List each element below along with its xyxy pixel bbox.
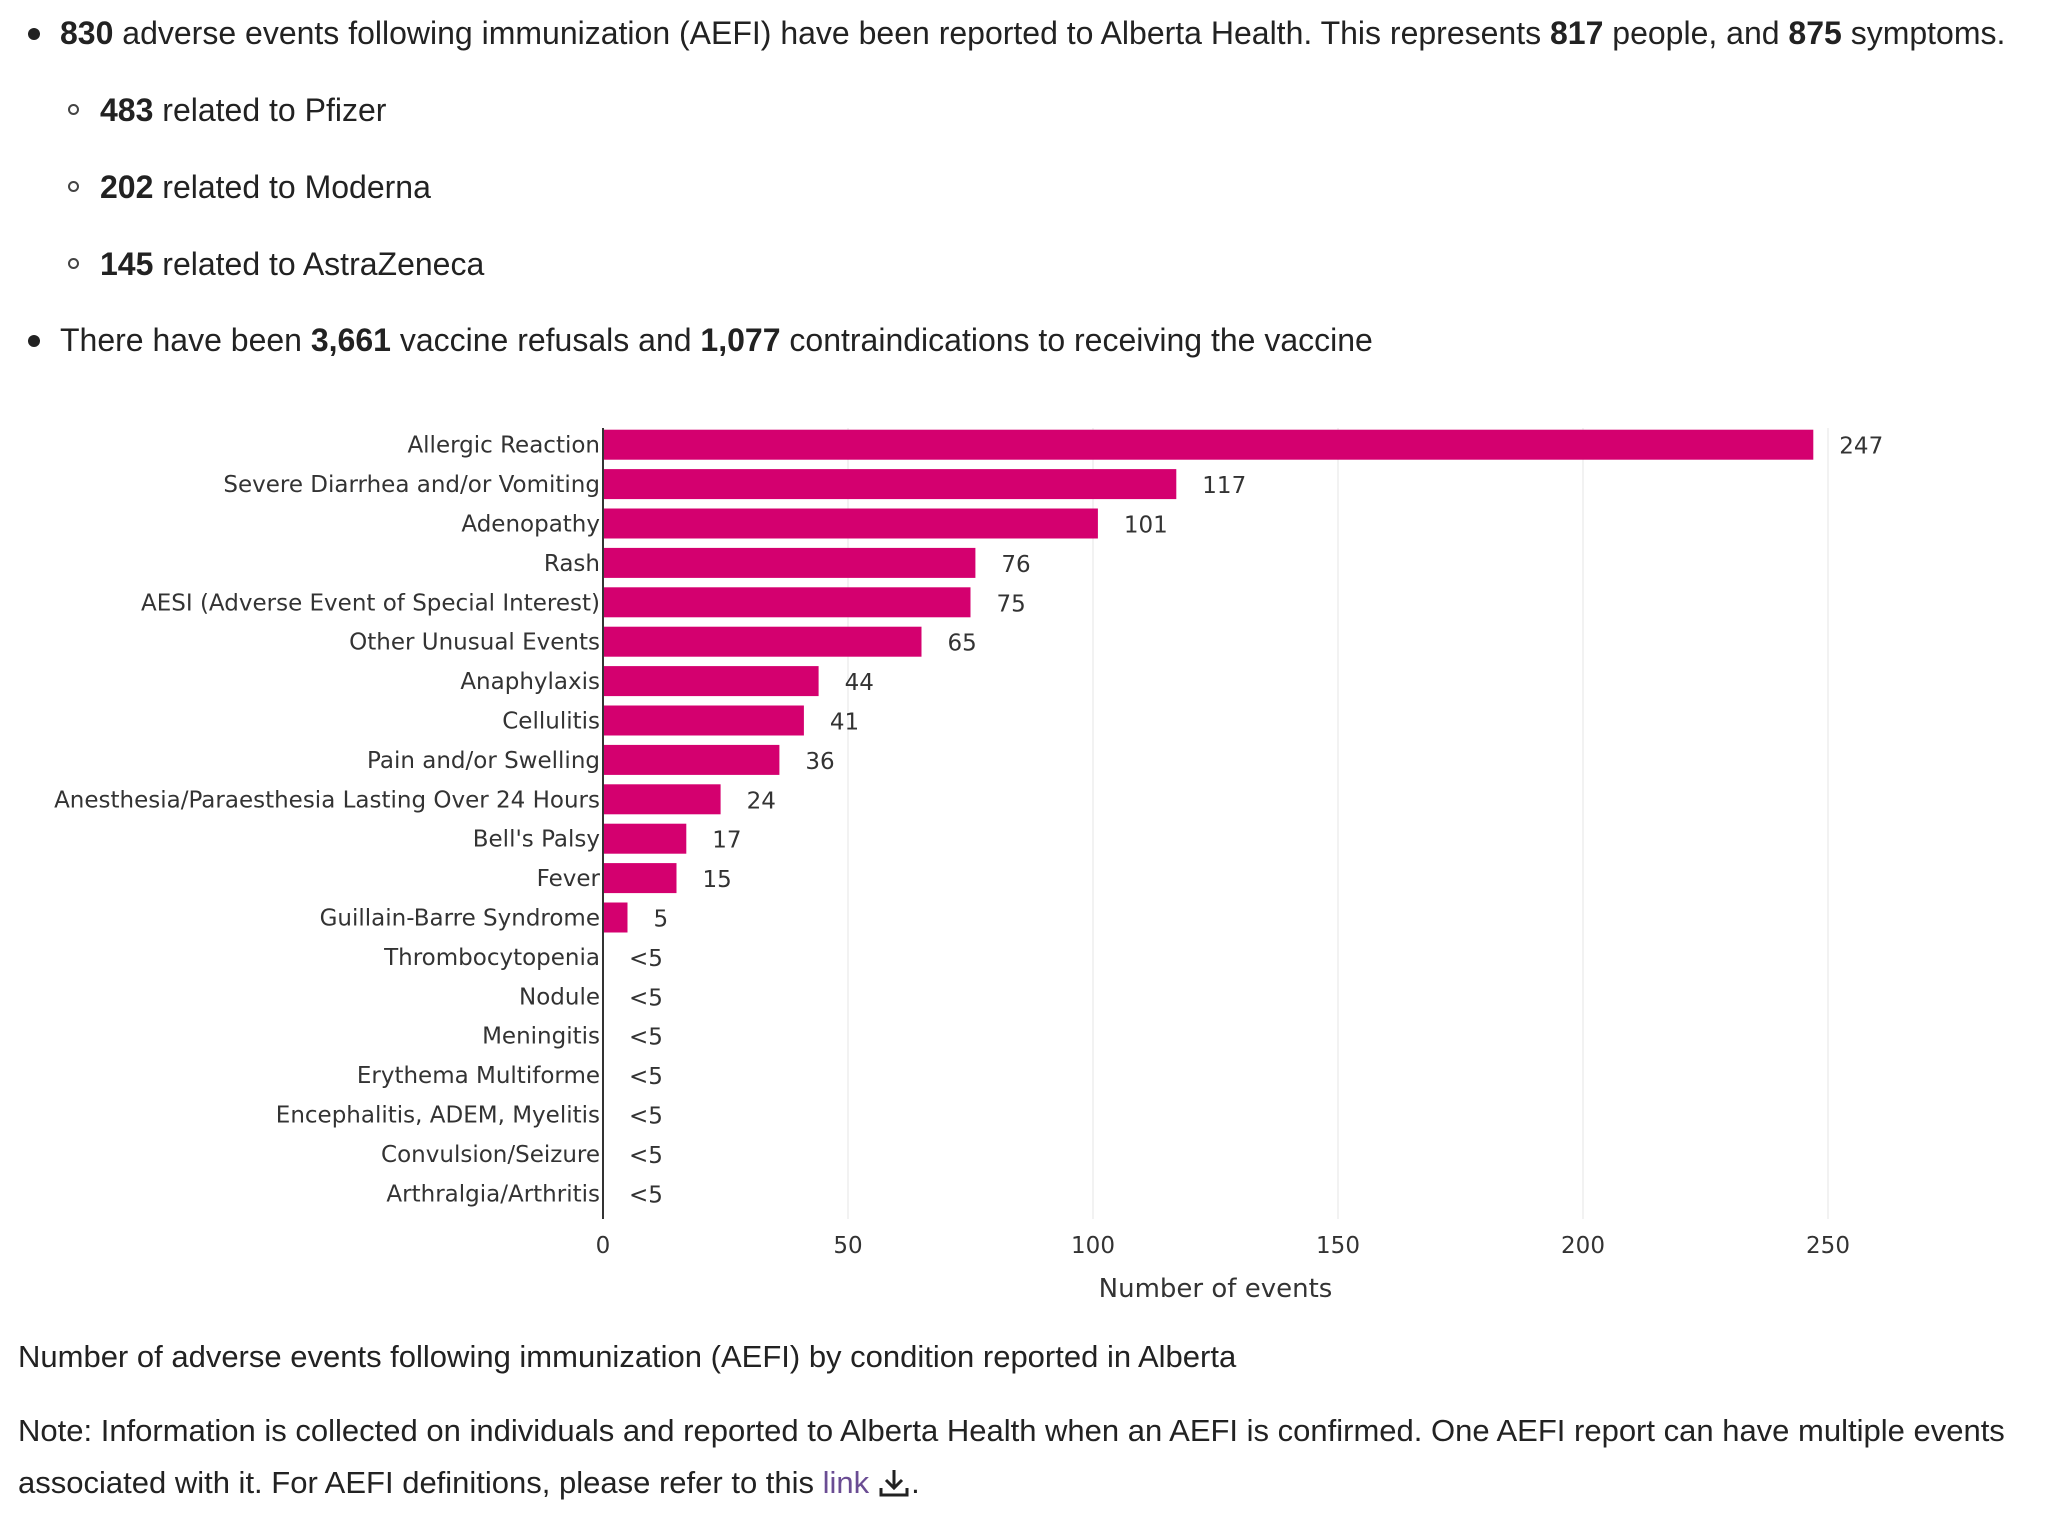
category-label: Adenopathy — [461, 512, 600, 538]
category-label: Arthralgia/Arthritis — [386, 1181, 600, 1207]
bar — [603, 508, 1098, 539]
category-label: Guillain-Barre Syndrome — [320, 906, 600, 932]
data-label: 101 — [1124, 513, 1168, 539]
category-label: Rash — [544, 551, 600, 577]
data-label: <5 — [629, 1025, 663, 1051]
category-label: Thrombocytopenia — [383, 945, 600, 971]
download-icon[interactable] — [877, 1467, 911, 1499]
bar — [603, 666, 819, 697]
category-label: AESI (Adverse Event of Special Interest) — [141, 590, 600, 616]
data-label: 76 — [1001, 552, 1030, 578]
bar — [603, 863, 677, 894]
bar — [603, 469, 1177, 500]
category-label: Allergic Reaction — [407, 433, 600, 459]
bar — [603, 626, 922, 657]
data-label: 75 — [997, 591, 1026, 617]
bullet-icon — [28, 28, 40, 40]
bar — [603, 784, 721, 815]
bar — [603, 705, 804, 736]
category-label: Bell's Palsy — [473, 827, 600, 853]
x-tick-label: 100 — [1071, 1233, 1115, 1259]
bar — [603, 547, 976, 578]
bullet-icon — [28, 335, 40, 347]
data-label: <5 — [629, 1104, 663, 1130]
data-label: 117 — [1202, 473, 1246, 499]
category-label: Erythema Multiforme — [357, 1063, 600, 1089]
x-tick-label: 150 — [1316, 1233, 1360, 1259]
data-label: 44 — [845, 670, 874, 696]
category-label: Convulsion/Seizure — [381, 1142, 600, 1168]
bar — [603, 902, 628, 933]
data-label: <5 — [629, 1182, 663, 1208]
category-label: Anaphylaxis — [460, 669, 600, 695]
category-label: Nodule — [519, 984, 600, 1010]
category-label: Other Unusual Events — [349, 630, 600, 656]
data-label: 5 — [654, 907, 669, 933]
data-label: <5 — [629, 1143, 663, 1169]
summary-line-events: 830 adverse events following immunizatio… — [60, 15, 2006, 51]
data-label: 65 — [948, 631, 977, 657]
data-label: 36 — [805, 749, 834, 775]
sub-item-moderna: 202 related to Moderna — [100, 169, 431, 205]
contraindications-count: 1,077 — [700, 322, 781, 358]
sub-bullet-icon — [68, 104, 79, 115]
people-count: 817 — [1549, 15, 1604, 51]
data-label: 41 — [830, 710, 859, 736]
category-label: Pain and/or Swelling — [367, 748, 600, 774]
x-tick-label: 50 — [833, 1233, 862, 1259]
data-label: 24 — [747, 788, 776, 814]
bar — [603, 823, 687, 854]
note-text: Note: Information is collected on indivi… — [18, 1413, 2005, 1500]
refusals-count: 3,661 — [310, 322, 391, 358]
bar — [603, 429, 1814, 460]
bar — [603, 587, 971, 618]
bar — [603, 744, 780, 775]
category-label: Severe Diarrhea and/or Vomiting — [223, 472, 600, 498]
summary-line-refusals: There have been 3,661 vaccine refusals a… — [60, 322, 1373, 358]
definitions-link[interactable]: link — [822, 1465, 870, 1500]
x-tick-label: 250 — [1806, 1233, 1850, 1259]
symptoms-count: 875 — [1788, 15, 1842, 51]
category-label: Fever — [537, 866, 601, 892]
sub-item-astrazeneca: 145 related to AstraZeneca — [100, 246, 485, 282]
chart-caption: Number of adverse events following immun… — [18, 1339, 1237, 1374]
category-label: Cellulitis — [502, 709, 600, 735]
data-label: <5 — [629, 946, 663, 972]
data-label: 17 — [712, 828, 741, 854]
aefi-bar-chart: Allergic Reaction 247 Severe Diarrhea and/… — [54, 428, 1883, 1300]
sub-bullet-icon — [68, 181, 79, 192]
data-label: <5 — [629, 1064, 663, 1090]
sub-bullet-icon — [68, 258, 79, 269]
category-label: Anesthesia/Paraesthesia Lasting Over 24 … — [54, 787, 600, 813]
category-label: Meningitis — [482, 1024, 600, 1050]
x-axis-title: Number of events — [1099, 1274, 1333, 1300]
data-label: 247 — [1839, 434, 1883, 460]
sub-item-pfizer: 483 related to Pfizer — [100, 92, 387, 128]
events-count: 830 — [60, 15, 114, 51]
data-label: 15 — [703, 867, 732, 893]
category-label: Encephalitis, ADEM, Myelitis — [276, 1103, 600, 1129]
data-label: <5 — [629, 985, 663, 1011]
x-tick-label: 0 — [596, 1233, 611, 1259]
x-tick-label: 200 — [1561, 1233, 1605, 1259]
